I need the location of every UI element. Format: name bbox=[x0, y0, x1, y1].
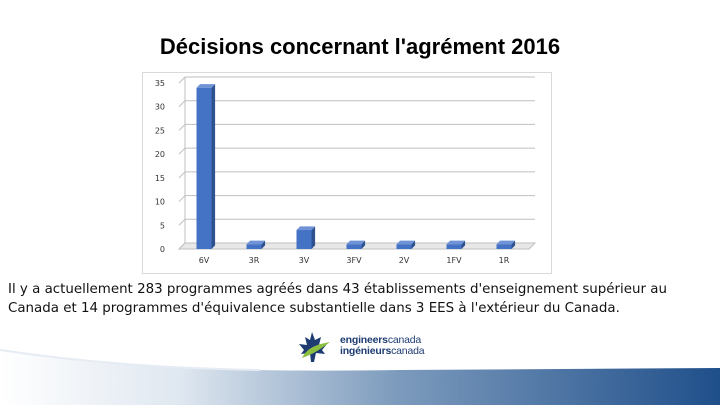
slide-title: Décisions concernant l'agrément 2016 bbox=[159, 34, 561, 59]
bar-side bbox=[311, 226, 316, 249]
gridline-depth bbox=[178, 171, 186, 179]
bar bbox=[446, 244, 462, 249]
bar-top bbox=[446, 240, 466, 245]
gridline-depth bbox=[178, 100, 186, 108]
bar-side bbox=[411, 240, 416, 249]
maple-leaf-logo-icon bbox=[299, 332, 330, 362]
y-tick-label: 15 bbox=[155, 174, 165, 183]
bar-top bbox=[246, 240, 266, 245]
gridline-depth bbox=[178, 195, 186, 202]
logo-text-french: ingénieurscanada bbox=[340, 345, 425, 357]
y-tick-label: 0 bbox=[160, 245, 165, 254]
x-tick-label: 3V bbox=[299, 256, 310, 265]
gridline-depth bbox=[178, 147, 186, 155]
bar bbox=[396, 244, 412, 249]
bar-side bbox=[511, 240, 516, 249]
x-tick-label: 1FV bbox=[446, 256, 462, 265]
x-tick-label: 2V bbox=[399, 256, 410, 265]
y-tick-label: 25 bbox=[155, 126, 165, 135]
x-tick-label: 3R bbox=[249, 256, 260, 265]
bar-top bbox=[346, 240, 366, 245]
gridline-depth bbox=[178, 76, 186, 84]
bar-side bbox=[261, 240, 266, 249]
engineers-canada-logo: engineerscanada ingénieurscanada bbox=[292, 328, 442, 368]
bar-chart: 0 5 10 15 20 25 30 35 6V 3R 3V 3FV 2V 1FV 1R bbox=[142, 72, 552, 274]
bar-side bbox=[361, 240, 366, 249]
bar-top bbox=[296, 226, 316, 231]
logo-text-english: engineerscanada bbox=[340, 334, 422, 346]
x-tick-label: 3FV bbox=[346, 256, 362, 265]
gridline-depth bbox=[178, 124, 186, 131]
bar-chart-svg: 0 5 10 15 20 25 30 35 6V 3R 3V 3FV 2V 1FV 1R bbox=[155, 76, 537, 265]
y-tick-label: 10 bbox=[155, 198, 165, 207]
bar-top bbox=[196, 84, 216, 88]
y-tick-label: 5 bbox=[160, 221, 165, 230]
x-tick-label: 1R bbox=[499, 256, 510, 265]
y-tick-label: 30 bbox=[155, 103, 165, 112]
bar-side bbox=[461, 240, 466, 249]
bar bbox=[246, 244, 262, 249]
footer-swoosh bbox=[0, 349, 720, 405]
y-tick-label: 20 bbox=[155, 150, 165, 159]
bar-top bbox=[496, 240, 516, 245]
gridline-depth bbox=[178, 218, 186, 226]
y-tick-label: 35 bbox=[155, 79, 165, 88]
bar bbox=[346, 244, 362, 249]
summary-text: Il y a actuellement 283 programmes agréé… bbox=[8, 282, 667, 316]
bar bbox=[496, 244, 512, 249]
bar-side bbox=[211, 84, 216, 250]
bar bbox=[296, 230, 312, 249]
bar-top bbox=[396, 240, 416, 245]
bar bbox=[196, 87, 212, 249]
x-tick-label: 6V bbox=[199, 256, 210, 265]
